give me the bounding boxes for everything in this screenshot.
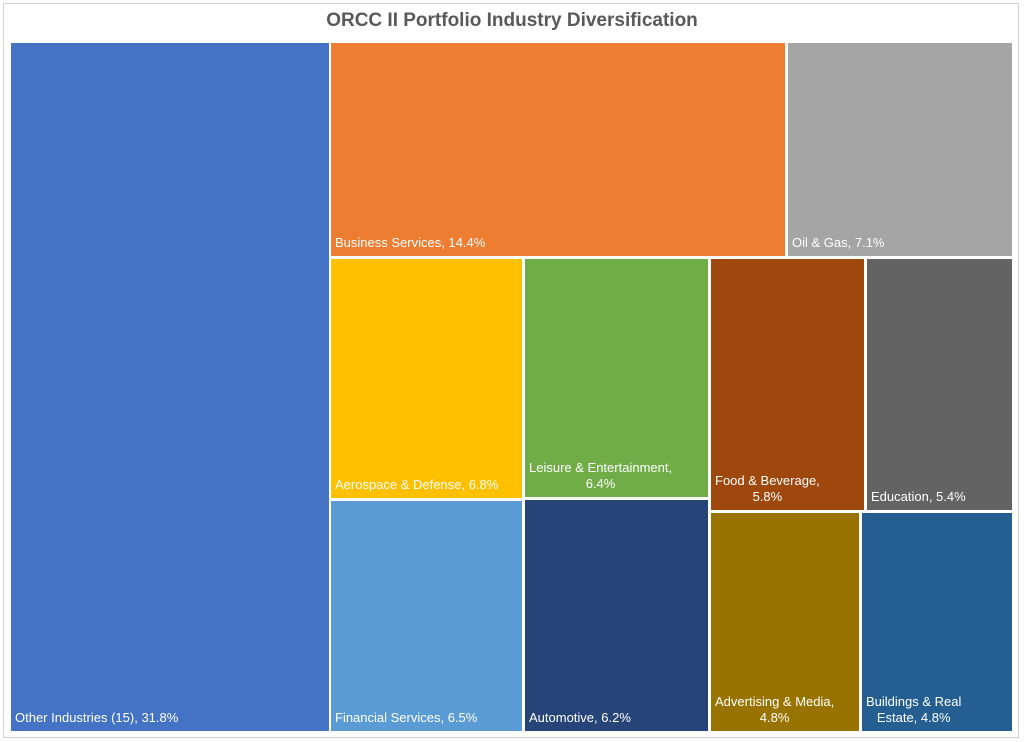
tile-label-buildings-real-estate: Buildings & Real Estate, 4.8% bbox=[866, 694, 961, 726]
tile-label-line: Buildings & Real bbox=[866, 694, 962, 709]
tile-label-advertising-media: Advertising & Media, 4.8% bbox=[715, 694, 834, 726]
tile-label-aerospace-defense: Aerospace & Defense, 6.8% bbox=[335, 477, 499, 492]
tile-label-line: Food & Beverage, bbox=[715, 473, 820, 488]
tile-food-beverage: Food & Beverage, 5.8% bbox=[709, 257, 866, 512]
tile-label-line: 4.8% bbox=[759, 710, 790, 725]
tile-label-leisure-entertainment: Leisure & Entertainment, 6.4% bbox=[529, 460, 672, 492]
tile-label-line: Leisure & Entertainment, bbox=[529, 460, 673, 475]
tile-label-line: Estate, 4.8% bbox=[876, 710, 951, 725]
tile-label-oil-gas: Oil & Gas, 7.1% bbox=[792, 235, 885, 250]
tile-label-financial-services: Financial Services, 6.5% bbox=[335, 710, 478, 725]
tile-label-line: 6.4% bbox=[585, 476, 616, 491]
tile-aerospace-defense: Aerospace & Defense, 6.8% bbox=[329, 257, 524, 500]
tile-label-line: 5.8% bbox=[752, 489, 783, 504]
tile-label-line: Advertising & Media, bbox=[715, 694, 835, 709]
tile-oil-gas: Oil & Gas, 7.1% bbox=[786, 41, 1014, 258]
tile-financial-services: Financial Services, 6.5% bbox=[329, 499, 524, 733]
tile-label-automotive: Automotive, 6.2% bbox=[529, 710, 631, 725]
tile-advertising-media: Advertising & Media, 4.8% bbox=[709, 511, 861, 733]
tile-label-food-beverage: Food & Beverage, 5.8% bbox=[715, 473, 820, 505]
chart-frame bbox=[3, 3, 1019, 738]
tile-buildings-real-estate: Buildings & Real Estate, 4.8% bbox=[860, 511, 1014, 733]
tile-label-other-industries-15: Other Industries (15), 31.8% bbox=[15, 710, 179, 725]
tile-other-industries-15: Other Industries (15), 31.8% bbox=[9, 41, 331, 733]
tile-business-services: Business Services, 14.4% bbox=[329, 41, 787, 258]
tile-education: Education, 5.4% bbox=[865, 257, 1014, 512]
chart-title: ORCC II Portfolio Industry Diversificati… bbox=[326, 10, 698, 31]
tile-automotive: Automotive, 6.2% bbox=[523, 498, 710, 733]
tile-label-business-services: Business Services, 14.4% bbox=[335, 235, 486, 250]
tile-leisure-entertainment: Leisure & Entertainment, 6.4% bbox=[523, 257, 710, 499]
tile-label-education: Education, 5.4% bbox=[871, 489, 966, 504]
